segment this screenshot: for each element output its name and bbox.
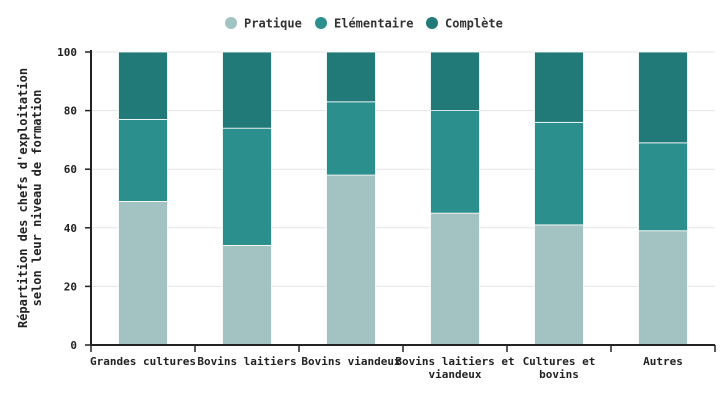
y-tick-label: 20	[64, 280, 77, 293]
bar-segment	[118, 118, 168, 202]
legend-item: Elémentaire	[315, 17, 413, 31]
bar-segment	[326, 101, 376, 176]
y-tick-label: 0	[70, 339, 77, 352]
x-tick-label: Autres	[643, 355, 683, 368]
legend-label: Elémentaire	[334, 17, 413, 31]
bar-segment	[430, 212, 480, 346]
bar-segment	[326, 174, 376, 346]
legend-label: Complète	[445, 17, 503, 31]
y-tick-label: 100	[57, 46, 77, 59]
x-tick-label: Bovins laitiers	[197, 355, 296, 368]
bar-segment	[638, 142, 688, 232]
legend-marker	[315, 17, 327, 29]
y-tick-label: 40	[64, 222, 77, 235]
bar-segment	[534, 224, 584, 346]
x-tick-label: Bovins laitiers et viandeux	[395, 355, 514, 381]
bar-segment	[222, 244, 272, 346]
legend-marker	[426, 17, 438, 29]
legend-marker	[225, 17, 237, 29]
legend: Pratique Elémentaire Complète	[225, 17, 503, 31]
x-tick-label: Grandes cultures	[90, 355, 196, 368]
bar-segment	[118, 51, 168, 120]
bars	[118, 51, 688, 346]
x-tick-label: Bovins viandeux	[301, 355, 401, 368]
legend-label: Pratique	[244, 17, 302, 31]
y-axis-title: Répartition des chefs d'exploitationselo…	[16, 68, 44, 328]
bar-segment	[534, 121, 584, 226]
grid-lines	[91, 51, 715, 287]
y-axis: 0 20 40 60 80 100	[57, 46, 92, 352]
y-tick-label: 60	[64, 163, 77, 176]
y-tick-label: 80	[64, 105, 77, 118]
bar-segment	[222, 51, 272, 129]
bar-segment	[638, 230, 688, 346]
bar-segment	[638, 51, 688, 144]
legend-item: Pratique	[225, 17, 302, 31]
legend-item: Complète	[426, 17, 503, 31]
bar-segment	[326, 51, 376, 103]
bar-segment	[222, 127, 272, 246]
bar-segment	[118, 201, 168, 346]
bar-segment	[430, 51, 480, 111]
x-axis: Grandes cultures Bovins laitiers Bovins vi…	[90, 344, 716, 381]
x-tick-label: Cultures et bovins	[523, 355, 596, 381]
bar-segment	[430, 110, 480, 214]
bar-segment	[534, 51, 584, 123]
